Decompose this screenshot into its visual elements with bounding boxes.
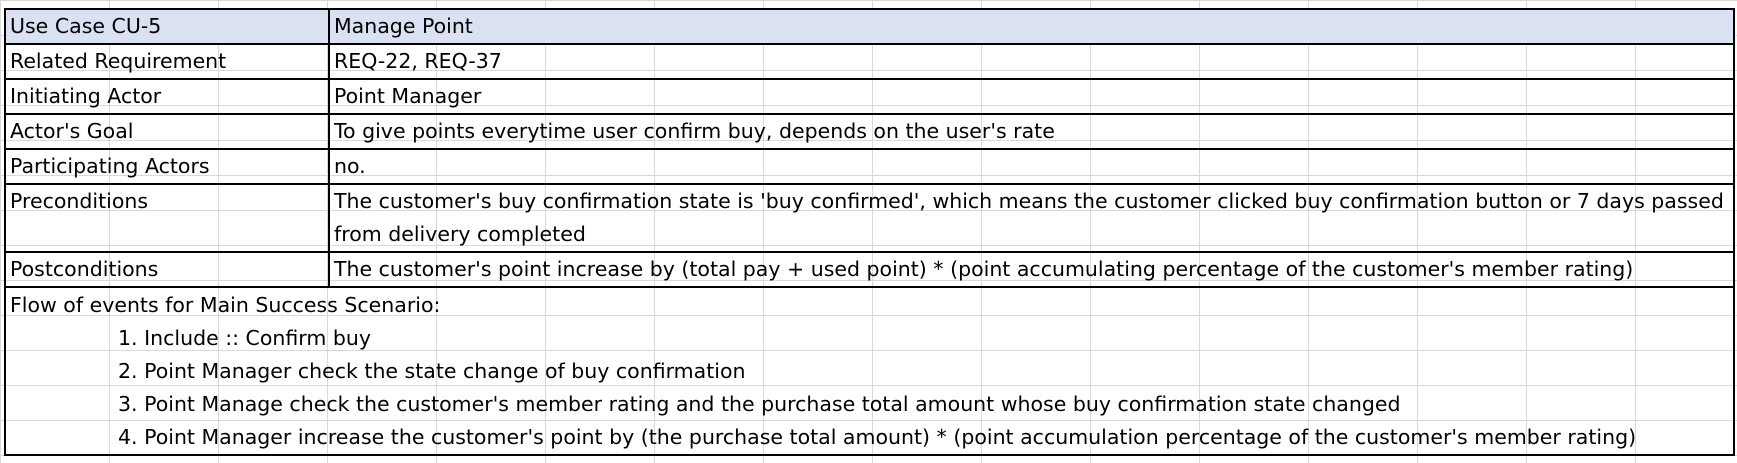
cell-initiating-actor-label[interactable]: Initiating Actor [4, 78, 330, 115]
table-row-use-case: Use Case CU-5 Manage Point [4, 8, 1735, 45]
cell-flow-of-events[interactable]: Flow of events for Main Success Scenario… [4, 286, 1735, 456]
table-row-actors-goal: Actor's Goal To give points everytime us… [4, 113, 1735, 150]
cell-use-case-value[interactable]: Manage Point [328, 8, 1735, 45]
cell-postconditions-label[interactable]: Postconditions [4, 251, 330, 288]
cell-postconditions-value[interactable]: The customer's point increase by (total … [328, 251, 1735, 288]
table-row-participating-actors: Participating Actors no. [4, 148, 1735, 185]
table-row-related-requirement: Related Requirement REQ-22, REQ-37 [4, 43, 1735, 80]
cell-preconditions-label[interactable]: Preconditions [4, 183, 330, 253]
table-row-postconditions: Postconditions The customer's point incr… [4, 251, 1735, 288]
flow-title: Flow of events for Main Success Scenario… [10, 293, 441, 317]
use-case-table: Use Case CU-5 Manage Point Related Requi… [4, 8, 1735, 456]
cell-use-case-label[interactable]: Use Case CU-5 [4, 8, 330, 45]
cell-related-requirement-value[interactable]: REQ-22, REQ-37 [328, 43, 1735, 80]
flow-step: 1. Include :: Confirm buy [118, 326, 371, 350]
flow-step: 2. Point Manager check the state change … [118, 359, 746, 383]
use-case-sheet: Use Case CU-5 Manage Point Related Requi… [4, 8, 1735, 456]
cell-participating-actors-label[interactable]: Participating Actors [4, 148, 330, 185]
cell-participating-actors-value[interactable]: no. [328, 148, 1735, 185]
cell-actors-goal-label[interactable]: Actor's Goal [4, 113, 330, 150]
cell-related-requirement-label[interactable]: Related Requirement [4, 43, 330, 80]
flow-step: 3. Point Manage check the customer's mem… [118, 392, 1401, 416]
table-row-initiating-actor: Initiating Actor Point Manager [4, 78, 1735, 115]
cell-preconditions-value[interactable]: The customer's buy confirmation state is… [328, 183, 1735, 253]
flow-step: 4. Point Manager increase the customer's… [118, 425, 1637, 449]
cell-initiating-actor-value[interactable]: Point Manager [328, 78, 1735, 115]
table-row-preconditions: Preconditions The customer's buy confirm… [4, 183, 1735, 253]
table-row-flow-of-events: Flow of events for Main Success Scenario… [4, 286, 1735, 456]
cell-actors-goal-value[interactable]: To give points everytime user confirm bu… [328, 113, 1735, 150]
